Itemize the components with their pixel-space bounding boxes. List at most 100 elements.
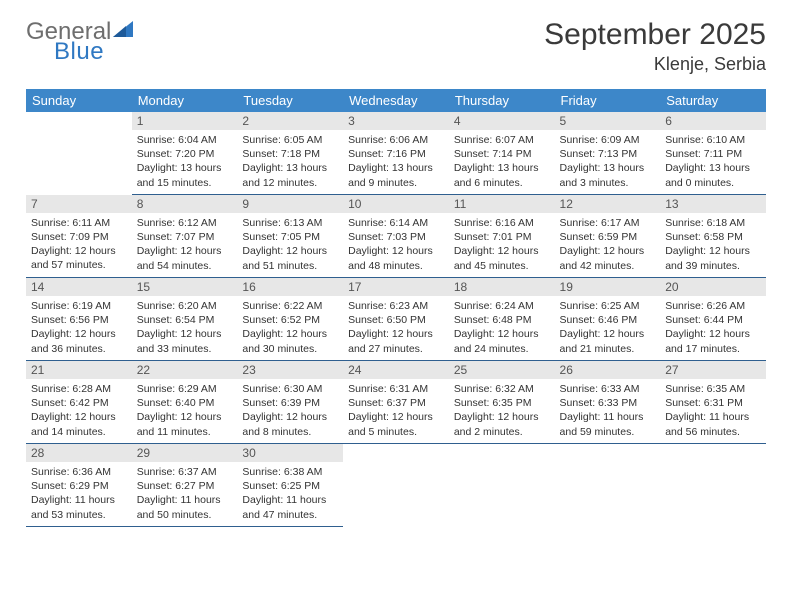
calendar-day-cell: 9Sunrise: 6:13 AMSunset: 7:05 PMDaylight… [237, 195, 343, 278]
day-number: 5 [555, 112, 661, 130]
weekday-header: Tuesday [237, 89, 343, 112]
day-number: 19 [555, 278, 661, 296]
day-details: Sunrise: 6:04 AMSunset: 7:20 PMDaylight:… [132, 130, 238, 193]
weekday-header: Sunday [26, 89, 132, 112]
calendar-day-cell: 25Sunrise: 6:32 AMSunset: 6:35 PMDayligh… [449, 361, 555, 444]
calendar-day-cell: 8Sunrise: 6:12 AMSunset: 7:07 PMDaylight… [132, 195, 238, 278]
weekday-header: Thursday [449, 89, 555, 112]
calendar-day-cell: 23Sunrise: 6:30 AMSunset: 6:39 PMDayligh… [237, 361, 343, 444]
day-number: 4 [449, 112, 555, 130]
day-number: 10 [343, 195, 449, 213]
day-details: Sunrise: 6:32 AMSunset: 6:35 PMDaylight:… [449, 379, 555, 442]
day-number: 17 [343, 278, 449, 296]
day-details: Sunrise: 6:36 AMSunset: 6:29 PMDaylight:… [26, 462, 132, 525]
day-details: Sunrise: 6:19 AMSunset: 6:56 PMDaylight:… [26, 296, 132, 359]
weekday-header: Monday [132, 89, 238, 112]
weekday-header: Saturday [660, 89, 766, 112]
day-number: 13 [660, 195, 766, 213]
day-number: 12 [555, 195, 661, 213]
day-details: Sunrise: 6:24 AMSunset: 6:48 PMDaylight:… [449, 296, 555, 359]
day-number: 7 [26, 195, 132, 213]
calendar-day-cell: 27Sunrise: 6:35 AMSunset: 6:31 PMDayligh… [660, 361, 766, 444]
day-number: 25 [449, 361, 555, 379]
calendar-day-cell: 24Sunrise: 6:31 AMSunset: 6:37 PMDayligh… [343, 361, 449, 444]
day-details: Sunrise: 6:20 AMSunset: 6:54 PMDaylight:… [132, 296, 238, 359]
calendar-day-cell: 29Sunrise: 6:37 AMSunset: 6:27 PMDayligh… [132, 444, 238, 527]
day-details: Sunrise: 6:22 AMSunset: 6:52 PMDaylight:… [237, 296, 343, 359]
day-number: 2 [237, 112, 343, 130]
day-number: 15 [132, 278, 238, 296]
day-number: 22 [132, 361, 238, 379]
day-details: Sunrise: 6:30 AMSunset: 6:39 PMDaylight:… [237, 379, 343, 442]
calendar-day-cell: 19Sunrise: 6:25 AMSunset: 6:46 PMDayligh… [555, 278, 661, 361]
calendar-day-cell: 15Sunrise: 6:20 AMSunset: 6:54 PMDayligh… [132, 278, 238, 361]
day-details: Sunrise: 6:05 AMSunset: 7:18 PMDaylight:… [237, 130, 343, 193]
day-number: 29 [132, 444, 238, 462]
day-details: Sunrise: 6:23 AMSunset: 6:50 PMDaylight:… [343, 296, 449, 359]
weekday-header-row: SundayMondayTuesdayWednesdayThursdayFrid… [26, 89, 766, 112]
day-number: 28 [26, 444, 132, 462]
calendar-day-cell: 22Sunrise: 6:29 AMSunset: 6:40 PMDayligh… [132, 361, 238, 444]
calendar-day-cell: 6Sunrise: 6:10 AMSunset: 7:11 PMDaylight… [660, 112, 766, 195]
calendar-day-cell [449, 444, 555, 527]
day-details: Sunrise: 6:35 AMSunset: 6:31 PMDaylight:… [660, 379, 766, 442]
calendar-day-cell [660, 444, 766, 527]
calendar-day-cell: 18Sunrise: 6:24 AMSunset: 6:48 PMDayligh… [449, 278, 555, 361]
day-number: 30 [237, 444, 343, 462]
day-details: Sunrise: 6:31 AMSunset: 6:37 PMDaylight:… [343, 379, 449, 442]
day-details: Sunrise: 6:06 AMSunset: 7:16 PMDaylight:… [343, 130, 449, 193]
calendar-day-cell: 26Sunrise: 6:33 AMSunset: 6:33 PMDayligh… [555, 361, 661, 444]
logo-text: General Blue [26, 18, 139, 74]
header-row: General Blue September 2025 Klenje, Serb… [26, 18, 766, 75]
day-number: 9 [237, 195, 343, 213]
logo: General Blue [26, 18, 139, 74]
calendar-body: 1Sunrise: 6:04 AMSunset: 7:20 PMDaylight… [26, 112, 766, 527]
day-details: Sunrise: 6:10 AMSunset: 7:11 PMDaylight:… [660, 130, 766, 193]
calendar-day-cell: 17Sunrise: 6:23 AMSunset: 6:50 PMDayligh… [343, 278, 449, 361]
calendar-day-cell: 13Sunrise: 6:18 AMSunset: 6:58 PMDayligh… [660, 195, 766, 278]
calendar-day-cell: 10Sunrise: 6:14 AMSunset: 7:03 PMDayligh… [343, 195, 449, 278]
calendar-day-cell: 5Sunrise: 6:09 AMSunset: 7:13 PMDaylight… [555, 112, 661, 195]
day-number: 26 [555, 361, 661, 379]
day-number: 21 [26, 361, 132, 379]
calendar-page: { "logo": { "text1": "General", "text2":… [0, 0, 792, 612]
calendar-week-row: 21Sunrise: 6:28 AMSunset: 6:42 PMDayligh… [26, 361, 766, 444]
logo-sail-icon [113, 21, 139, 39]
day-number: 27 [660, 361, 766, 379]
weekday-header: Friday [555, 89, 661, 112]
calendar-day-cell: 28Sunrise: 6:36 AMSunset: 6:29 PMDayligh… [26, 444, 132, 527]
calendar-day-cell: 16Sunrise: 6:22 AMSunset: 6:52 PMDayligh… [237, 278, 343, 361]
day-number: 23 [237, 361, 343, 379]
day-number: 16 [237, 278, 343, 296]
day-number: 3 [343, 112, 449, 130]
day-details: Sunrise: 6:12 AMSunset: 7:07 PMDaylight:… [132, 213, 238, 276]
day-number: 20 [660, 278, 766, 296]
month-title: September 2025 [544, 18, 766, 52]
day-number: 18 [449, 278, 555, 296]
day-number: 8 [132, 195, 238, 213]
calendar-day-cell: 3Sunrise: 6:06 AMSunset: 7:16 PMDaylight… [343, 112, 449, 195]
calendar-week-row: 1Sunrise: 6:04 AMSunset: 7:20 PMDaylight… [26, 112, 766, 195]
day-details: Sunrise: 6:33 AMSunset: 6:33 PMDaylight:… [555, 379, 661, 442]
calendar-day-cell: 12Sunrise: 6:17 AMSunset: 6:59 PMDayligh… [555, 195, 661, 278]
calendar-week-row: 14Sunrise: 6:19 AMSunset: 6:56 PMDayligh… [26, 278, 766, 361]
day-details: Sunrise: 6:17 AMSunset: 6:59 PMDaylight:… [555, 213, 661, 276]
day-details: Sunrise: 6:38 AMSunset: 6:25 PMDaylight:… [237, 462, 343, 525]
calendar-day-cell [555, 444, 661, 527]
day-details: Sunrise: 6:28 AMSunset: 6:42 PMDaylight:… [26, 379, 132, 442]
calendar-day-cell [343, 444, 449, 527]
weekday-header: Wednesday [343, 89, 449, 112]
day-details: Sunrise: 6:14 AMSunset: 7:03 PMDaylight:… [343, 213, 449, 276]
day-details: Sunrise: 6:16 AMSunset: 7:01 PMDaylight:… [449, 213, 555, 276]
day-number: 14 [26, 278, 132, 296]
title-block: September 2025 Klenje, Serbia [544, 18, 766, 75]
calendar-day-cell: 14Sunrise: 6:19 AMSunset: 6:56 PMDayligh… [26, 278, 132, 361]
day-details: Sunrise: 6:09 AMSunset: 7:13 PMDaylight:… [555, 130, 661, 193]
day-number: 24 [343, 361, 449, 379]
day-number: 1 [132, 112, 238, 130]
day-details: Sunrise: 6:37 AMSunset: 6:27 PMDaylight:… [132, 462, 238, 525]
calendar-day-cell [26, 112, 132, 195]
calendar-grid: SundayMondayTuesdayWednesdayThursdayFrid… [26, 89, 766, 527]
calendar-day-cell: 7Sunrise: 6:11 AMSunset: 7:09 PMDaylight… [26, 195, 132, 278]
day-details: Sunrise: 6:11 AMSunset: 7:09 PMDaylight:… [26, 213, 132, 276]
